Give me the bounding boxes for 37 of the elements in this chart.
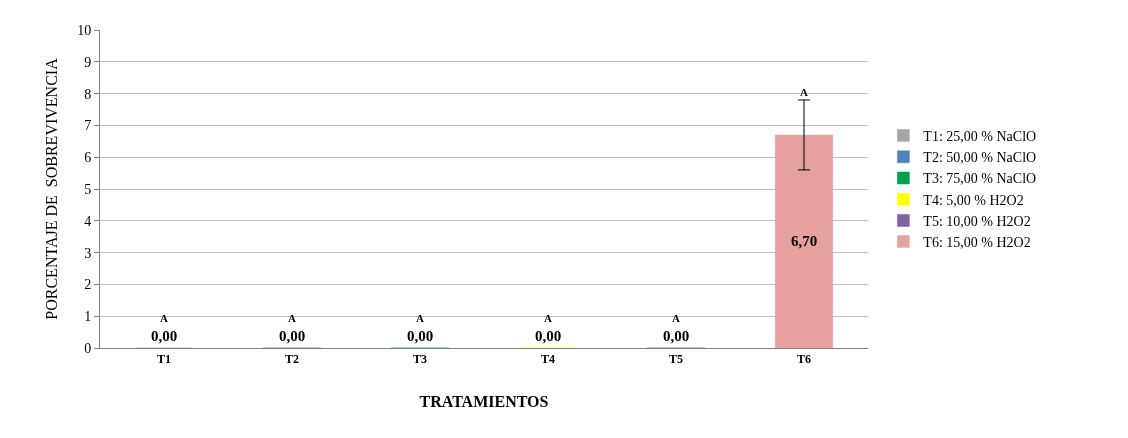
legend-label: T6: 15,00 % H2O2 [923,235,1031,251]
x-tick-label: T4 [540,352,556,367]
data-label: 0,00 [663,328,690,344]
y-tick-label: 1 [84,309,92,325]
x-tick-label: T3 [412,352,428,367]
annotation: A [800,86,808,98]
x-tick-label: T1 [156,352,172,367]
annotation: A [160,312,168,324]
legend-label: T3: 75,00 % NaClO [923,171,1037,187]
y-tick-label: 6 [84,150,92,166]
legend-label: T4: 5,00 % H2O2 [923,192,1024,208]
y-tick-label: 10 [77,22,92,38]
data-label: 0,00 [407,328,434,344]
y-tick-label: 8 [84,86,92,102]
data-label: 0,00 [535,328,562,344]
data-label: 0,00 [279,328,306,344]
y-tick-label: 7 [84,118,92,134]
x-tick-label: T2 [284,352,300,367]
legend-label: T5: 10,00 % H2O2 [923,213,1031,229]
y-tick-label: 2 [84,277,92,293]
x-tick-label: T5 [668,352,684,367]
x-axis-title: TRATAMIENTOS [419,393,549,411]
data-label: 6,70 [791,233,818,249]
annotation: A [416,312,424,324]
data-label: 0,00 [151,328,178,344]
y-tick-label: 3 [84,245,92,261]
annotation: A [288,312,296,324]
y-tick-label: 9 [84,54,92,70]
annotation: A [672,312,680,324]
x-tick-label: T6 [796,352,812,367]
y-axis-title: PORCENTAJE DE SOBREVIVENCIA [43,57,61,320]
legend-label: T1: 25,00 % NaClO [923,129,1037,145]
y-tick-label: 5 [84,181,92,197]
annotation: A [544,312,552,324]
y-tick-label: 4 [84,213,92,229]
legend-label: T2: 50,00 % NaClO [923,150,1037,166]
y-tick-label: 0 [84,340,92,356]
